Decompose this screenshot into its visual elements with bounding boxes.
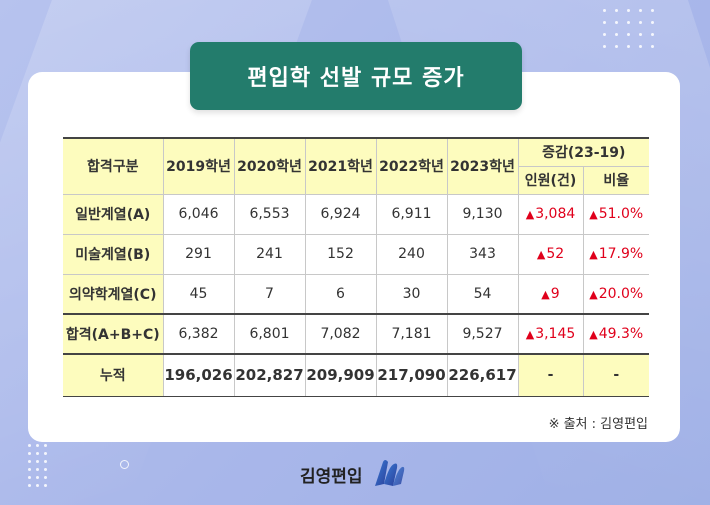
table-row: 의약학계열(C) 45 7 6 30 54 ▲9 ▲20.0% xyxy=(63,274,649,315)
cell-value: 45 xyxy=(162,274,234,315)
header-year-2021: 2021학년 xyxy=(304,137,376,195)
increase-icon: ▲ xyxy=(589,208,598,221)
table-row: 미술계열(B) 291 241 152 240 343 ▲52 ▲17.9% xyxy=(63,234,649,275)
increase-icon: ▲ xyxy=(541,287,550,301)
cell-value: 7 xyxy=(233,274,305,315)
admission-table: 합격구분 2019학년 2020학년 2021학년 2022학년 2023학년 … xyxy=(63,137,649,397)
cell-value: 9,527 xyxy=(446,313,518,355)
change-rate-cell: ▲20.0% xyxy=(582,274,649,315)
cell-value: 6,924 xyxy=(304,194,376,235)
cell-value: 291 xyxy=(162,234,234,275)
header-change-group: 증감(23-19) xyxy=(517,137,649,167)
cell-value: 226,617 xyxy=(446,353,518,397)
header-change-count: 인원(건) xyxy=(517,166,583,195)
increase-icon: ▲ xyxy=(589,328,598,341)
cell-value: 6,553 xyxy=(233,194,305,235)
table-row-cumulative: 누적 196,026 202,827 209,909 217,090 226,6… xyxy=(63,353,649,397)
source-note: ※ 출처 : 김영편입 xyxy=(548,417,648,432)
header-year-2019: 2019학년 xyxy=(162,137,234,195)
row-label: 합격(A+B+C) xyxy=(63,313,163,355)
change-rate-cell: ▲51.0% xyxy=(582,194,649,235)
change-count-cell: ▲3,084 xyxy=(517,194,583,235)
header-year-2023: 2023학년 xyxy=(446,137,518,195)
cell-value: 152 xyxy=(304,234,376,275)
cell-value: 54 xyxy=(446,274,518,315)
decorative-dots-top-right xyxy=(603,9,663,49)
header-year-2022: 2022학년 xyxy=(375,137,447,195)
brand: 김영편입 xyxy=(300,456,407,492)
cell-value: 6 xyxy=(304,274,376,315)
table-row-sum: 합격(A+B+C) 6,382 6,801 7,082 7,181 9,527 … xyxy=(63,313,649,355)
cell-value: 202,827 xyxy=(233,353,305,397)
decorative-ring xyxy=(120,460,129,469)
page-title: 편입학 선발 규모 증가 xyxy=(190,42,522,110)
change-count-cell: ▲52 xyxy=(517,234,583,275)
row-label: 의약학계열(C) xyxy=(63,274,163,315)
cell-value: 209,909 xyxy=(304,353,376,397)
row-label: 누적 xyxy=(63,353,163,397)
header-category: 합격구분 xyxy=(63,137,163,195)
header-year-2020: 2020학년 xyxy=(233,137,305,195)
cell-value: 6,382 xyxy=(162,313,234,355)
increase-icon: ▲ xyxy=(536,248,546,261)
change-rate-cell: ▲17.9% xyxy=(582,234,649,275)
cell-value: 343 xyxy=(446,234,518,275)
change-rate-cell: ▲49.3% xyxy=(582,313,649,355)
cell-value: 240 xyxy=(375,234,447,275)
row-label: 일반계열(A) xyxy=(63,194,163,235)
row-label: 미술계열(B) xyxy=(63,234,163,275)
change-count-cell: ▲9 xyxy=(517,274,583,315)
brand-name: 김영편입 xyxy=(300,466,363,487)
cell-value: 7,181 xyxy=(375,313,447,355)
change-count-cell: - xyxy=(517,353,583,397)
cell-value: 30 xyxy=(375,274,447,315)
cell-value: 7,082 xyxy=(304,313,376,355)
increase-icon: ▲ xyxy=(589,287,598,301)
change-rate-cell: - xyxy=(582,353,649,397)
cell-value: 6,046 xyxy=(162,194,234,235)
cell-value: 241 xyxy=(233,234,305,275)
brand-logo-icon xyxy=(374,460,404,486)
change-count-cell: ▲3,145 xyxy=(517,313,583,355)
increase-icon: ▲ xyxy=(525,328,535,341)
decorative-dots-bottom-left xyxy=(28,444,58,494)
cell-value: 9,130 xyxy=(446,194,518,235)
increase-icon: ▲ xyxy=(525,208,535,221)
table-row: 일반계열(A) 6,046 6,553 6,924 6,911 9,130 ▲3… xyxy=(63,194,649,235)
cell-value: 6,801 xyxy=(233,313,305,355)
increase-icon: ▲ xyxy=(589,248,598,261)
cell-value: 196,026 xyxy=(162,353,234,397)
cell-value: 217,090 xyxy=(375,353,447,397)
header-change-rate: 비율 xyxy=(582,166,649,195)
cell-value: 6,911 xyxy=(375,194,447,235)
